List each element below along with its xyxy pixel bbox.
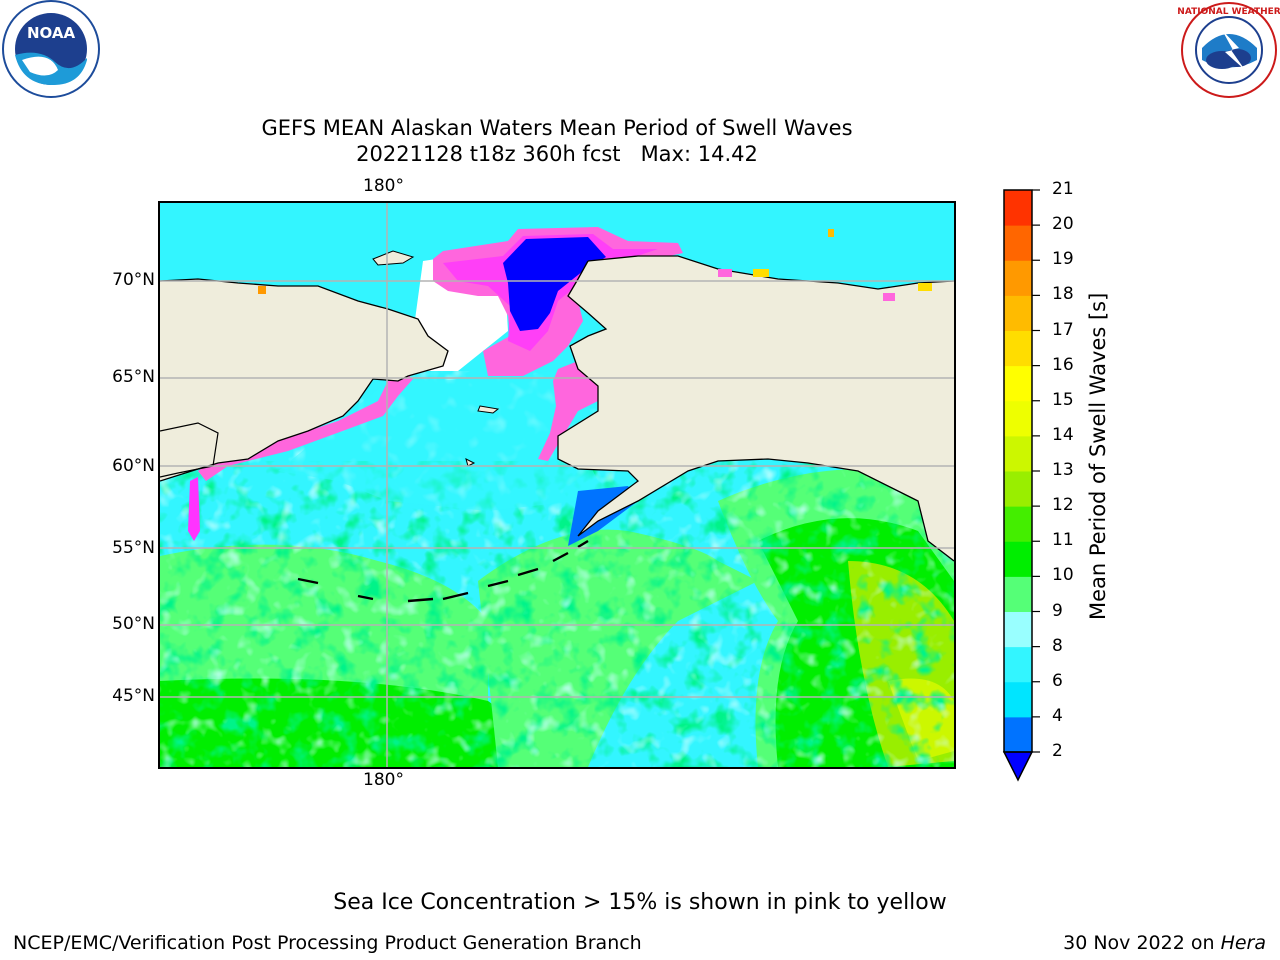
colorbar-tick-label: 15 xyxy=(1052,389,1074,410)
colorbar-bin-1 xyxy=(1004,681,1032,718)
colorbar-bin-8 xyxy=(1004,435,1032,472)
colorbar xyxy=(1002,189,1040,782)
colorbar-tick-label: 11 xyxy=(1052,530,1074,551)
page-title: GEFS MEAN Alaskan Waters Mean Period of … xyxy=(261,116,853,140)
colorbar-bin-2 xyxy=(1004,646,1032,683)
colorbar-extend-arrow xyxy=(1002,751,1034,782)
footer-date: 30 Nov 2022 on Hera xyxy=(1063,932,1266,954)
colorbar-ticks: 2 4 6 8 9 10 11 12 13 14 15 16 17 18 19 20 21 xyxy=(1052,0,1092,960)
colorbar-tick-label: 2 xyxy=(1052,741,1063,761)
colorbar-label: Mean Period of Swell Waves [s] xyxy=(1086,292,1110,620)
colorbar-tick-label: 9 xyxy=(1052,600,1063,621)
colorbar-bin-13 xyxy=(1004,260,1032,296)
svg-text:NATIONAL WEATHER: NATIONAL WEATHER xyxy=(1177,7,1280,17)
colorbar-bin-6 xyxy=(1004,506,1032,542)
colorbar-tick-label: 13 xyxy=(1052,460,1074,480)
colorbar-bin-4 xyxy=(1004,576,1032,612)
colorbar-bin-15 xyxy=(1004,190,1032,226)
colorbar-tick-label: 4 xyxy=(1052,705,1063,726)
colorbar-tick-label: 20 xyxy=(1052,214,1074,235)
colorbar-tick-label: 21 xyxy=(1052,179,1074,199)
lat-label-70: 70°N xyxy=(112,270,155,290)
colorbar-bin-3 xyxy=(1004,611,1032,648)
footer-host: Hera xyxy=(1220,932,1266,954)
lon-label-top: 180° xyxy=(363,176,404,196)
lat-label-65: 65°N xyxy=(112,367,155,387)
sea-ice-caption: Sea Ice Concentration > 15% is shown in … xyxy=(333,890,947,915)
colorbar-bin-5 xyxy=(1004,541,1032,577)
colorbar-bin-9 xyxy=(1004,400,1032,437)
colorbar-bin-11 xyxy=(1004,330,1032,367)
colorbar-tick-label: 8 xyxy=(1052,635,1063,656)
colorbar-bin-0 xyxy=(1004,716,1032,753)
colorbar-tick-label: 16 xyxy=(1052,354,1074,375)
colorbar-bin-7 xyxy=(1004,471,1032,507)
colorbar-tick-label: 6 xyxy=(1052,670,1063,691)
page-subtitle: 20221128 t18z 360h fcst Max: 14.42 xyxy=(356,142,758,166)
footer-date-text: 30 Nov 2022 on xyxy=(1063,932,1221,954)
colorbar-tick-label: 18 xyxy=(1052,284,1074,305)
colorbar-bin-10 xyxy=(1004,365,1032,402)
noaa-logo: NOAA xyxy=(2,0,100,98)
lat-label-50: 50°N xyxy=(112,614,155,634)
colorbar-tick-label: 10 xyxy=(1052,565,1074,586)
colorbar-tick-label: 12 xyxy=(1052,495,1074,516)
colorbar-tick-label: 17 xyxy=(1052,319,1074,340)
lat-label-60: 60°N xyxy=(112,456,155,476)
lat-label-55: 55°N xyxy=(112,538,155,558)
footer-branch: NCEP/EMC/Verification Post Processing Pr… xyxy=(13,932,642,954)
colorbar-bin-12 xyxy=(1004,295,1032,331)
nws-logo: NATIONAL WEATHER xyxy=(1177,2,1280,98)
lat-label-45: 45°N xyxy=(112,686,155,706)
map-plot xyxy=(158,201,956,769)
lon-label-bottom: 180° xyxy=(363,770,404,790)
colorbar-tick-label: 14 xyxy=(1052,424,1074,445)
colorbar-tick-label: 19 xyxy=(1052,249,1074,270)
svg-text:NOAA: NOAA xyxy=(27,24,76,42)
colorbar-bin-14 xyxy=(1004,225,1032,261)
